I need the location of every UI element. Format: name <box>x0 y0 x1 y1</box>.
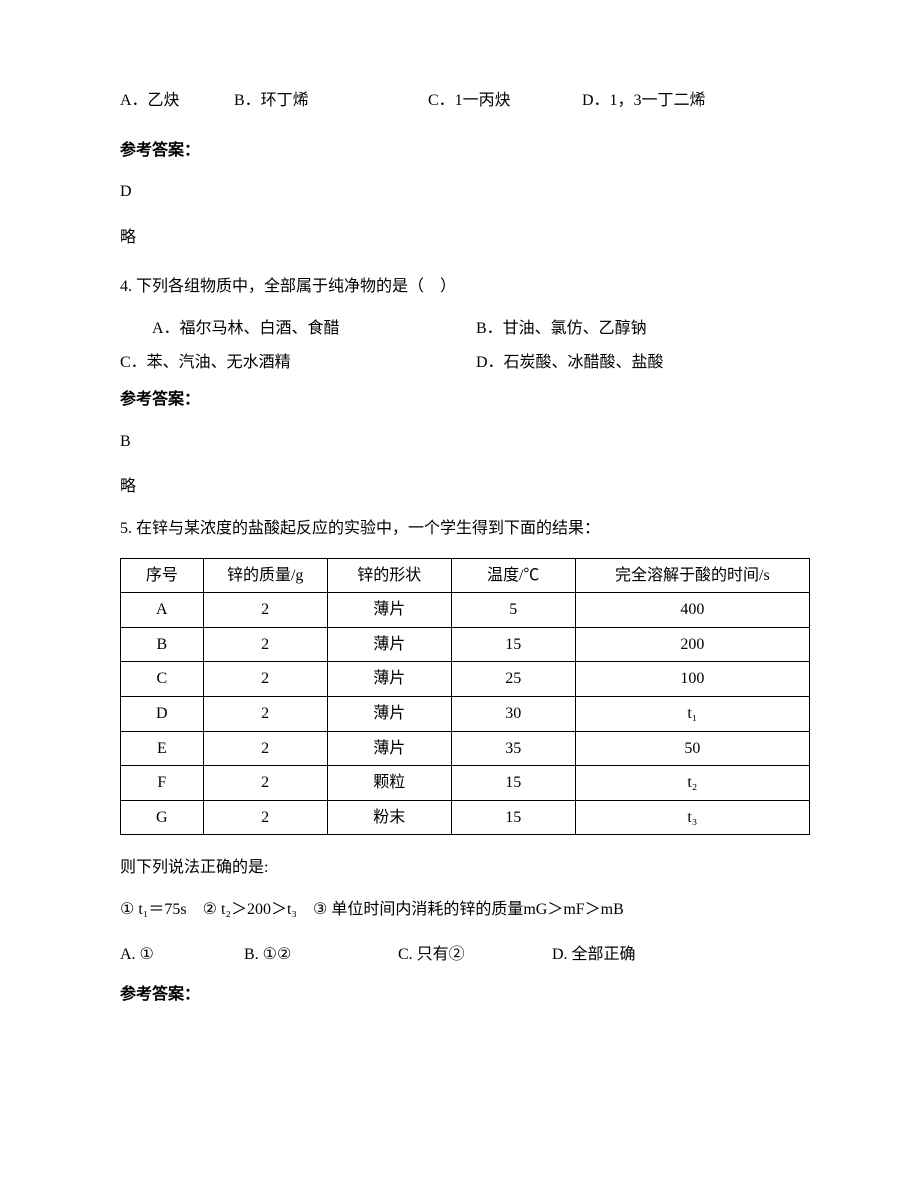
option-d: D．1，3一丁二烯 <box>582 88 706 114</box>
q5-options: A. ① B. ①② C. 只有② D. 全部正确 <box>120 942 810 968</box>
q5-option-c: C. 只有② <box>398 942 548 968</box>
table-cell: 15 <box>451 627 575 662</box>
option-c: C．1一丙炔 <box>428 88 578 114</box>
table-row: B2薄片15200 <box>121 627 810 662</box>
table-cell: 2 <box>203 662 327 697</box>
answer-text: D <box>120 179 810 205</box>
brief-text: 略 <box>120 225 810 251</box>
table-cell: 2 <box>203 766 327 801</box>
table-cell: 薄片 <box>327 627 451 662</box>
q4-text: 4. 下列各组物质中，全部属于纯净物的是（ ） <box>120 274 810 300</box>
table-cell: E <box>121 731 204 766</box>
table-cell: 薄片 <box>327 696 451 731</box>
q5-table: 序号 锌的质量/g 锌的形状 温度/℃ 完全溶解于酸的时间/s A2薄片5400… <box>120 558 810 836</box>
table-cell: t₂ <box>575 766 809 801</box>
table-row: D2薄片30t₁ <box>121 696 810 731</box>
q5-option-b: B. ①② <box>244 942 394 968</box>
table-cell: 200 <box>575 627 809 662</box>
table-cell: G <box>121 800 204 835</box>
table-cell: 2 <box>203 731 327 766</box>
table-row: F2颗粒15t₂ <box>121 766 810 801</box>
q4-options-line2: C．苯、汽油、无水酒精 D．石炭酸、冰醋酸、盐酸 <box>120 350 810 376</box>
table-cell: 颗粒 <box>327 766 451 801</box>
q4-option-b: B．甘油、氯仿、乙醇钠 <box>476 316 647 342</box>
table-cell: B <box>121 627 204 662</box>
table-row: G2粉末15t₃ <box>121 800 810 835</box>
table-cell: 薄片 <box>327 662 451 697</box>
q5-option-d: D. 全部正确 <box>552 942 636 968</box>
table-cell: t₃ <box>575 800 809 835</box>
table-cell: 2 <box>203 593 327 628</box>
q4-options-line1: A．福尔马林、白酒、食醋 B．甘油、氯仿、乙醇钠 <box>120 316 810 342</box>
table-cell: A <box>121 593 204 628</box>
table-header-row: 序号 锌的质量/g 锌的形状 温度/℃ 完全溶解于酸的时间/s <box>121 558 810 593</box>
th-2: 锌的形状 <box>327 558 451 593</box>
answer-label: 参考答案： <box>120 138 810 164</box>
table-cell: 5 <box>451 593 575 628</box>
q4-option-d: D．石炭酸、冰醋酸、盐酸 <box>476 350 664 376</box>
th-4: 完全溶解于酸的时间/s <box>575 558 809 593</box>
table-cell: 35 <box>451 731 575 766</box>
q5-answer-label: 参考答案： <box>120 982 810 1008</box>
option-b: B．环丁烯 <box>234 88 424 114</box>
prev-question-options: A．乙炔 B．环丁烯 C．1一丙炔 D．1，3一丁二烯 <box>120 88 810 114</box>
table-cell: D <box>121 696 204 731</box>
table-cell: 25 <box>451 662 575 697</box>
table-cell: 粉末 <box>327 800 451 835</box>
table-cell: C <box>121 662 204 697</box>
th-3: 温度/℃ <box>451 558 575 593</box>
q4-option-a: A．福尔马林、白酒、食醋 <box>120 316 472 342</box>
table-cell: 30 <box>451 696 575 731</box>
q4-answer-text: B <box>120 429 810 455</box>
q5-text: 5. 在锌与某浓度的盐酸起反应的实验中，一个学生得到下面的结果： <box>120 516 810 542</box>
table-cell: 100 <box>575 662 809 697</box>
option-a: A．乙炔 <box>120 88 230 114</box>
table-row: E2薄片3550 <box>121 731 810 766</box>
table-cell: 薄片 <box>327 731 451 766</box>
table-cell: 15 <box>451 800 575 835</box>
table-cell: 50 <box>575 731 809 766</box>
q5-followup: 则下列说法正确的是: <box>120 855 810 881</box>
th-1: 锌的质量/g <box>203 558 327 593</box>
table-cell: 400 <box>575 593 809 628</box>
q4-brief-text: 略 <box>120 474 810 500</box>
q5-option-a: A. ① <box>120 942 240 968</box>
q4-answer-label: 参考答案： <box>120 387 810 413</box>
q4-option-c: C．苯、汽油、无水酒精 <box>120 350 472 376</box>
table-cell: F <box>121 766 204 801</box>
table-cell: 15 <box>451 766 575 801</box>
table-row: A2薄片5400 <box>121 593 810 628</box>
table-cell: 薄片 <box>327 593 451 628</box>
table-cell: 2 <box>203 800 327 835</box>
table-cell: 2 <box>203 627 327 662</box>
table-row: C2薄片25100 <box>121 662 810 697</box>
q5-statements: ① t₁＝75s ② t₂＞200＞t₃ ③ 单位时间内消耗的锌的质量mG＞mF… <box>120 897 810 923</box>
th-0: 序号 <box>121 558 204 593</box>
table-cell: 2 <box>203 696 327 731</box>
table-cell: t₁ <box>575 696 809 731</box>
